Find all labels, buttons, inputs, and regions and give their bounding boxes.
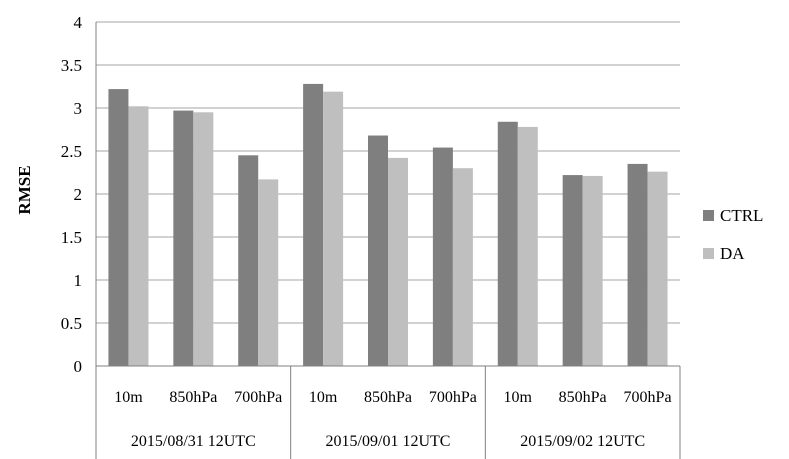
bar-ctrl bbox=[173, 110, 194, 366]
y-tick-label: 0 bbox=[74, 357, 83, 376]
legend: CTRL DA bbox=[703, 206, 763, 263]
bar-da bbox=[128, 106, 149, 366]
x-category-label: 700hPa bbox=[429, 389, 477, 406]
axes bbox=[95, 22, 681, 459]
bar-ctrl bbox=[108, 89, 129, 366]
x-group-label: 2015/09/01 12UTC bbox=[326, 433, 451, 450]
bar-ctrl bbox=[627, 163, 648, 366]
x-category-label: 850hPa bbox=[559, 389, 607, 406]
x-axis-categories: 10m 850hPa 700hPa 10m 850hPa 700hPa 10m 850hPa 7… bbox=[114, 389, 671, 406]
y-tick-label: 2 bbox=[74, 185, 83, 204]
bars bbox=[108, 83, 668, 367]
y-tick-label: 0.5 bbox=[61, 314, 82, 333]
bar-da bbox=[258, 179, 279, 366]
x-axis-groups: 2015/08/31 12UTC 2015/09/01 12UTC 2015/09/… bbox=[131, 433, 645, 450]
x-category-label: 850hPa bbox=[169, 389, 217, 406]
x-category-label: 700hPa bbox=[234, 389, 282, 406]
y-tick-label: 4 bbox=[74, 13, 83, 32]
y-tick-label: 2.5 bbox=[61, 142, 82, 161]
x-category-label: 10m bbox=[114, 389, 143, 406]
y-tick-label: 1 bbox=[74, 271, 83, 290]
y-tick-label: 3 bbox=[74, 99, 83, 118]
x-category-label: 10m bbox=[504, 389, 533, 406]
x-group-label: 2015/09/02 12UTC bbox=[520, 433, 645, 450]
legend-swatch-ctrl bbox=[703, 210, 714, 221]
bar-ctrl bbox=[368, 135, 388, 366]
legend-label: DA bbox=[720, 244, 745, 263]
x-category-label: 700hPa bbox=[624, 389, 672, 406]
bar-ctrl bbox=[238, 155, 259, 366]
bar-da bbox=[323, 91, 344, 366]
y-axis-label: RMSE bbox=[15, 165, 34, 214]
x-category-label: 850hPa bbox=[364, 389, 412, 406]
bar-ctrl bbox=[497, 121, 518, 366]
y-tick-label: 3.5 bbox=[61, 56, 82, 75]
legend-swatch-da bbox=[703, 248, 714, 259]
y-tick-label: 1.5 bbox=[61, 228, 82, 247]
bar-da bbox=[582, 175, 603, 366]
bar-ctrl bbox=[432, 147, 453, 366]
bar-da bbox=[452, 168, 473, 366]
x-group-label: 2015/08/31 12UTC bbox=[131, 433, 256, 450]
x-category-label: 10m bbox=[309, 389, 338, 406]
bar-da bbox=[193, 112, 214, 366]
bar-ctrl bbox=[562, 175, 583, 366]
legend-label: CTRL bbox=[720, 206, 763, 225]
y-axis-ticks: 0 0.5 1 1.5 2 2.5 3 3.5 4 bbox=[61, 13, 83, 376]
bar-da bbox=[517, 126, 538, 366]
bar-ctrl bbox=[303, 83, 324, 367]
bar-da bbox=[388, 157, 408, 366]
bar-da bbox=[647, 171, 668, 366]
